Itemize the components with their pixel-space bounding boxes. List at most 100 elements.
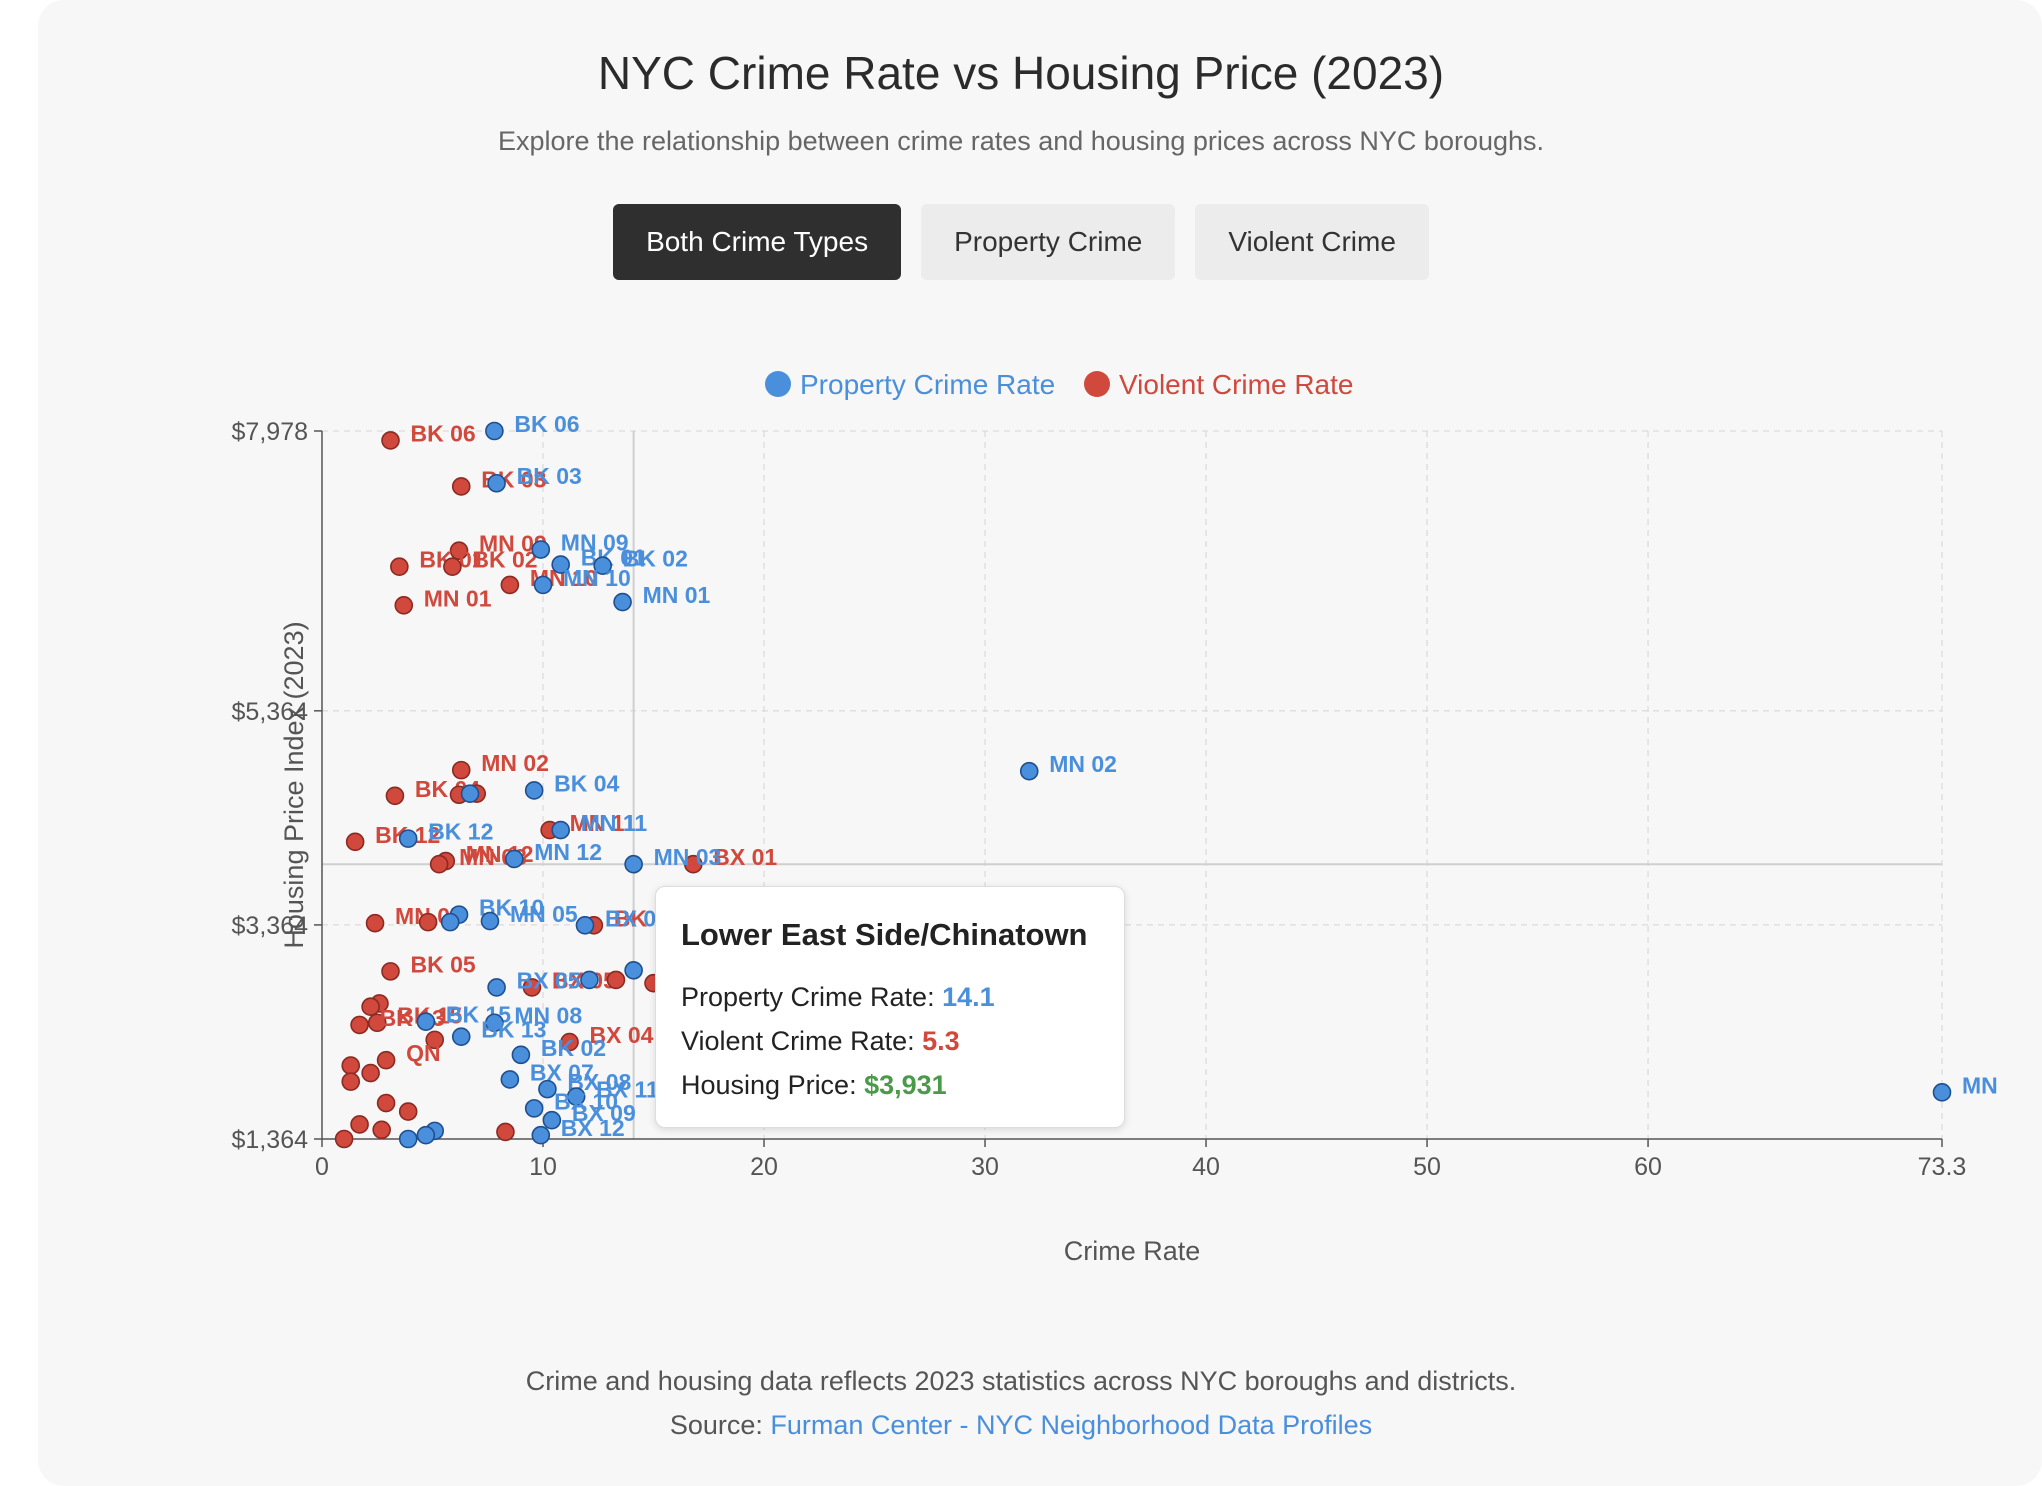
violent-point (418, 912, 438, 932)
property-point (580, 970, 599, 990)
property-point (511, 1045, 531, 1065)
y-tick-label: $7,978 (232, 418, 308, 446)
violent-point (365, 913, 385, 933)
property-point (551, 555, 570, 574)
violent-point (361, 997, 380, 1016)
property-point (398, 1129, 418, 1149)
property-point (500, 1070, 520, 1089)
x-axis-label: Crime Rate (1064, 1236, 1201, 1266)
source-link[interactable]: Furman Center - NYC Neighborhood Data Pr… (770, 1410, 1373, 1440)
tooltip-title: Lower East Side/Chinatown (681, 917, 1088, 952)
x-tick-label: 73.3 (1918, 1153, 1967, 1181)
violent-point (606, 970, 626, 990)
x-tick-label: 0 (315, 1153, 329, 1181)
property-point-label: BK 02 (541, 1035, 606, 1061)
tooltip-violent-label: Violent Crime Rate: (681, 1026, 915, 1056)
violent-point (500, 575, 520, 595)
crime-type-toggle-group: Both Crime Types Property Crime Violent … (0, 204, 2042, 280)
property-point (487, 473, 506, 493)
violent-point (376, 1050, 396, 1070)
tooltip-violent-row: Violent Crime Rate: 5.3 (681, 1019, 1099, 1063)
property-point-label: BK 12 (428, 819, 493, 845)
x-tick-label: 10 (529, 1153, 557, 1181)
violent-point (350, 1015, 369, 1035)
violent-point (385, 786, 405, 806)
page-subtitle: Explore the relationship between crime r… (497, 126, 1545, 156)
property-point-label: MN 09 (561, 530, 629, 556)
property-point-label: BX 12 (561, 1115, 625, 1141)
legend-violent-label: Violent Crime Rate (1119, 369, 1353, 400)
violent-point-label: BX 04 (590, 1022, 654, 1048)
property-point (480, 911, 500, 931)
property-point (440, 912, 460, 932)
hover-tooltip: Lower East Side/Chinatown Property Crime… (655, 886, 1125, 1128)
property-point (593, 556, 612, 575)
property-point (524, 1099, 544, 1118)
property-point-label: BK 04 (554, 770, 619, 796)
property-crime-button[interactable]: Property Crime (921, 204, 1176, 280)
x-tick-label: 60 (1634, 1153, 1662, 1181)
legend-property-label: Property Crime Rate (800, 369, 1055, 400)
violent-point-label: BK 06 (411, 420, 476, 446)
property-point-label: BX 09 (572, 1100, 636, 1126)
x-tick-label: 30 (971, 1153, 999, 1181)
violent-point (429, 854, 449, 874)
y-tick-label: $5,364 (232, 698, 309, 726)
property-point-label: BX 11 (596, 1077, 659, 1103)
x-tick-label: 50 (1413, 1153, 1441, 1181)
violent-point-label: BK 05 (411, 951, 476, 977)
y-tick-label: $1,364 (232, 1126, 309, 1154)
violent-point (560, 1032, 579, 1052)
violent-point (381, 431, 400, 450)
property-point (531, 1125, 551, 1145)
property-point (416, 1012, 436, 1031)
violent-point (683, 854, 703, 874)
violent-point-label: BK 13 (380, 1005, 445, 1031)
tooltip-price-label: Housing Price: (681, 1070, 857, 1100)
violent-crime-button[interactable]: Violent Crime (1195, 204, 1429, 280)
legend-property-marker (765, 371, 791, 397)
property-point-label: MN (1962, 1072, 1998, 1098)
violent-point (449, 541, 469, 560)
property-point (533, 575, 553, 595)
property-point (1019, 761, 1039, 781)
property-point (487, 978, 506, 997)
violent-point (341, 1072, 361, 1091)
violent-point (398, 1102, 418, 1121)
violent-point (496, 1122, 515, 1142)
property-point-label: MN 12 (534, 839, 602, 865)
tooltip-violent-value: 5.3 (922, 1026, 960, 1056)
property-point (542, 1110, 562, 1130)
property-point-label: BX 05 (517, 967, 581, 993)
tooltip-property-value: 14.1 (942, 982, 995, 1012)
both-crime-types-button[interactable]: Both Crime Types (613, 204, 902, 280)
property-point (551, 820, 570, 840)
property-point (460, 784, 480, 803)
legend-violent-marker (1084, 371, 1110, 397)
footer-note: Crime and housing data reflects 2023 sta… (525, 1366, 1517, 1396)
violent-point (394, 595, 414, 615)
violent-point-label: BK 02 (472, 547, 537, 573)
property-point (538, 1079, 557, 1099)
violent-point-label: BX 01 (713, 844, 777, 870)
violent-point (372, 1120, 391, 1140)
violent-point (361, 1063, 380, 1083)
footer-source: Source: Furman Center - NYC Neighborhood… (0, 1410, 2042, 1441)
violent-point (451, 477, 471, 496)
property-point-label: MN 11 (581, 810, 648, 836)
property-point (566, 1087, 586, 1106)
property-point-label: BX 10 (554, 1088, 618, 1114)
source-label: Source: (669, 1410, 763, 1440)
violent-point (443, 557, 462, 577)
property-point-label: MN 01 (643, 582, 711, 608)
property-point-label: MN 08 (514, 1003, 582, 1029)
y-tick-label: $3,364 (232, 912, 309, 940)
property-point (1932, 1083, 1952, 1102)
property-point (485, 421, 504, 441)
violent-point (350, 1115, 369, 1134)
violent-point (381, 962, 400, 981)
tooltip-property-row: Property Crime Rate: 14.1 (681, 975, 1099, 1019)
property-point-label: MN 05 (510, 901, 578, 927)
violent-point-label: QN (406, 1040, 441, 1066)
